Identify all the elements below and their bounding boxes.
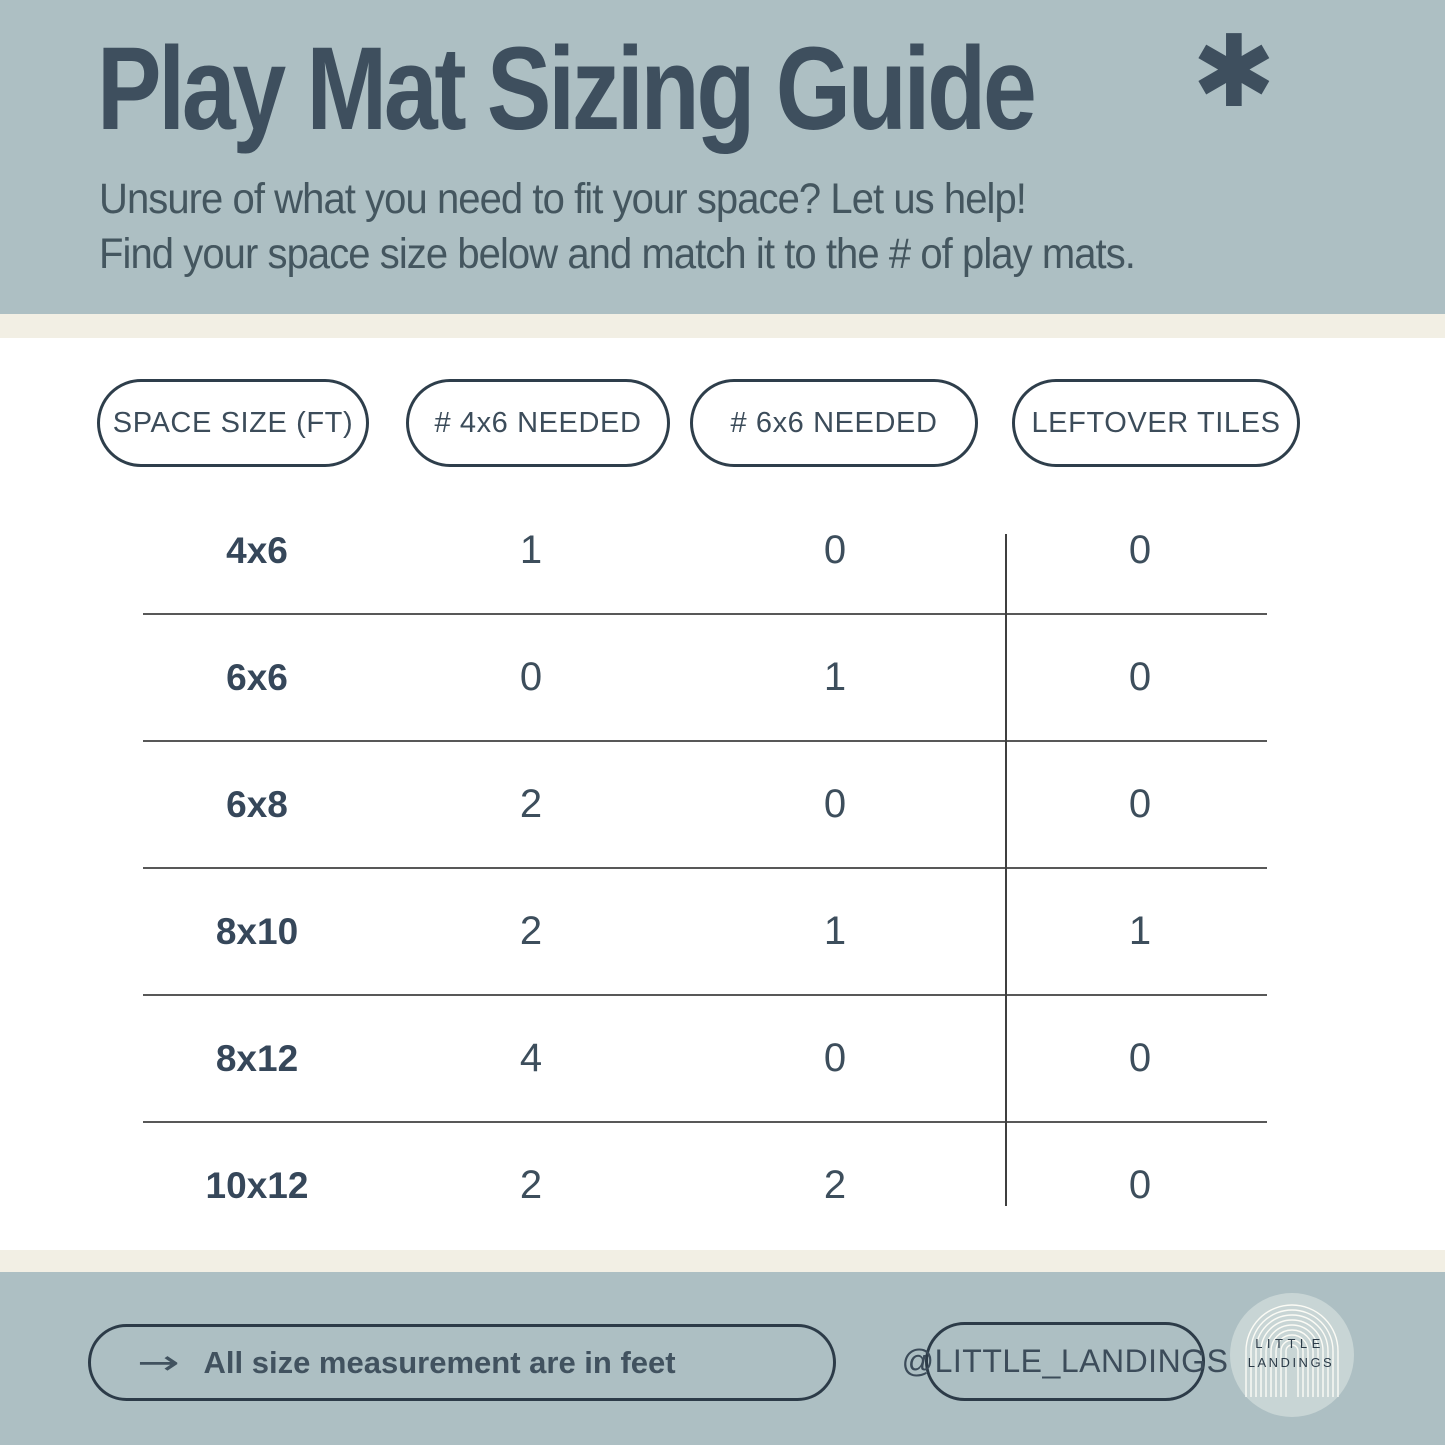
divider-band-bottom bbox=[0, 1250, 1445, 1272]
row-divider bbox=[143, 994, 1267, 996]
mats-6x6-value: 2 bbox=[823, 1163, 847, 1207]
mats-6x6-value: 0 bbox=[823, 528, 847, 572]
little-landings-logo: LITTLE LANDINGS bbox=[1230, 1293, 1354, 1417]
leftover-value: 1 bbox=[1128, 909, 1152, 953]
mats-4x6-value: 1 bbox=[519, 528, 543, 572]
table-row: 10x12 2 2 0 bbox=[143, 1122, 1301, 1249]
column-header-leftover-tiles: LEFTOVER TILES bbox=[1012, 379, 1300, 467]
leftover-value: 0 bbox=[1128, 1163, 1152, 1207]
footer-section: → All size measurement are in feet @LITT… bbox=[0, 1272, 1445, 1445]
column-header-space-size: SPACE SIZE (FT) bbox=[97, 379, 369, 467]
space-size-value: 8x10 bbox=[215, 910, 299, 952]
measurement-note-text: All size measurement are in feet bbox=[203, 1344, 676, 1380]
mats-4x6-value: 2 bbox=[519, 782, 543, 826]
mats-6x6-value: 1 bbox=[823, 909, 847, 953]
logo-text-landings: LANDINGS bbox=[1248, 1355, 1334, 1370]
measurement-note-pill: → All size measurement are in feet bbox=[88, 1324, 836, 1401]
space-size-value: 6x8 bbox=[226, 783, 288, 825]
subtitle-line-1: Unsure of what you need to fit your spac… bbox=[99, 175, 1027, 223]
leftover-value: 0 bbox=[1128, 655, 1152, 699]
sizing-table: SPACE SIZE (FT) # 4x6 NEEDED # 6x6 NEEDE… bbox=[0, 338, 1445, 1250]
mats-4x6-value: 4 bbox=[519, 1036, 543, 1080]
leftover-value: 0 bbox=[1128, 782, 1152, 826]
table-row: 8x10 2 1 1 bbox=[143, 868, 1301, 995]
column-header-6x6-needed: # 6x6 NEEDED bbox=[690, 379, 978, 467]
divider-band-top bbox=[0, 314, 1445, 338]
table-row: 8x12 4 0 0 bbox=[143, 995, 1301, 1122]
mats-4x6-value: 2 bbox=[519, 1163, 543, 1207]
table-row: 6x6 0 1 0 bbox=[143, 614, 1301, 741]
mats-6x6-value: 0 bbox=[823, 1036, 847, 1080]
logo-text-little: LITTLE bbox=[1255, 1336, 1325, 1351]
column-header-4x6-needed: # 4x6 NEEDED bbox=[406, 379, 670, 467]
leftover-value: 0 bbox=[1128, 1036, 1152, 1080]
row-divider bbox=[143, 867, 1267, 869]
page-title: Play Mat Sizing Guide bbox=[97, 23, 1037, 155]
social-handle-pill: @LITTLE_LANDINGS bbox=[902, 1322, 1228, 1401]
row-divider bbox=[143, 740, 1267, 742]
subtitle: Unsure of what you need to fit your spac… bbox=[99, 172, 1136, 282]
table-row: 6x8 2 0 0 bbox=[143, 741, 1301, 868]
space-size-value: 10x12 bbox=[205, 1164, 309, 1206]
subtitle-line-2: Find your space size below and match it … bbox=[99, 230, 1136, 279]
mats-4x6-value: 2 bbox=[519, 909, 543, 953]
space-size-value: 4x6 bbox=[226, 529, 288, 571]
leftover-column-divider bbox=[1005, 534, 1007, 1206]
space-size-value: 6x6 bbox=[226, 656, 288, 698]
rainbow-arch-icon bbox=[1245, 1304, 1339, 1397]
row-divider bbox=[143, 1121, 1267, 1123]
space-size-value: 8x12 bbox=[215, 1037, 299, 1079]
leftover-value: 0 bbox=[1128, 528, 1152, 572]
table-row: 4x6 1 0 0 bbox=[143, 487, 1301, 614]
mats-4x6-value: 0 bbox=[519, 655, 543, 699]
mats-6x6-value: 1 bbox=[823, 655, 847, 699]
hero-section: Play Mat Sizing Guide ✱ Unsure of what y… bbox=[0, 0, 1445, 314]
mats-6x6-value: 0 bbox=[823, 782, 847, 826]
row-divider bbox=[143, 613, 1267, 615]
social-handle-text: @LITTLE_LANDINGS bbox=[901, 1343, 1229, 1379]
asterisk-icon: ✱ bbox=[1192, 13, 1276, 130]
right-arrow-icon: → bbox=[137, 1342, 180, 1383]
